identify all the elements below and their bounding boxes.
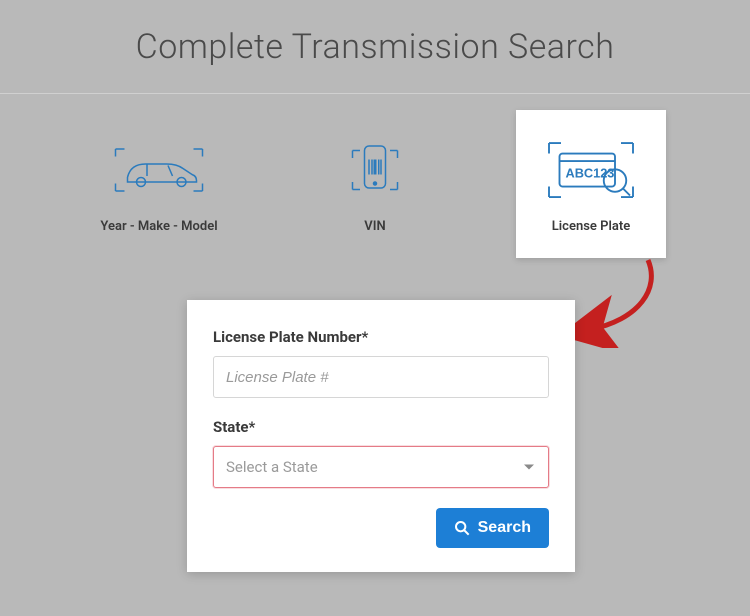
license-plate-input[interactable] bbox=[213, 356, 549, 398]
page-header: Complete Transmission Search bbox=[0, 0, 750, 94]
tab-vin[interactable]: VIN bbox=[300, 110, 450, 258]
tab-year-make-model[interactable]: Year - Make - Model bbox=[84, 110, 234, 258]
search-button[interactable]: Search bbox=[436, 508, 549, 548]
vin-icon bbox=[330, 135, 420, 205]
state-select-placeholder: Select a State bbox=[226, 458, 318, 476]
form-actions: Search bbox=[213, 508, 549, 548]
form-group-state: State* Select a State bbox=[213, 418, 549, 488]
car-icon bbox=[114, 135, 204, 205]
plate-label: License Plate Number* bbox=[213, 328, 549, 346]
tab-license-plate[interactable]: ABC123 License Plate bbox=[516, 110, 666, 258]
form-group-plate: License Plate Number* bbox=[213, 328, 549, 398]
license-plate-form: License Plate Number* State* Select a St… bbox=[187, 300, 575, 572]
tab-label: Year - Make - Model bbox=[100, 219, 217, 234]
state-label: State* bbox=[213, 418, 549, 436]
search-icon bbox=[454, 520, 470, 536]
chevron-down-icon bbox=[524, 465, 534, 470]
search-mode-tabs: Year - Make - Model VIN ABC123 bbox=[0, 94, 750, 258]
license-plate-icon: ABC123 bbox=[546, 135, 636, 205]
state-select[interactable]: Select a State bbox=[213, 446, 549, 488]
annotation-arrow-icon bbox=[570, 258, 670, 348]
search-button-label: Search bbox=[478, 519, 531, 537]
tab-label: VIN bbox=[364, 219, 385, 234]
tab-label: License Plate bbox=[552, 219, 630, 234]
page-title: Complete Transmission Search bbox=[136, 27, 615, 67]
